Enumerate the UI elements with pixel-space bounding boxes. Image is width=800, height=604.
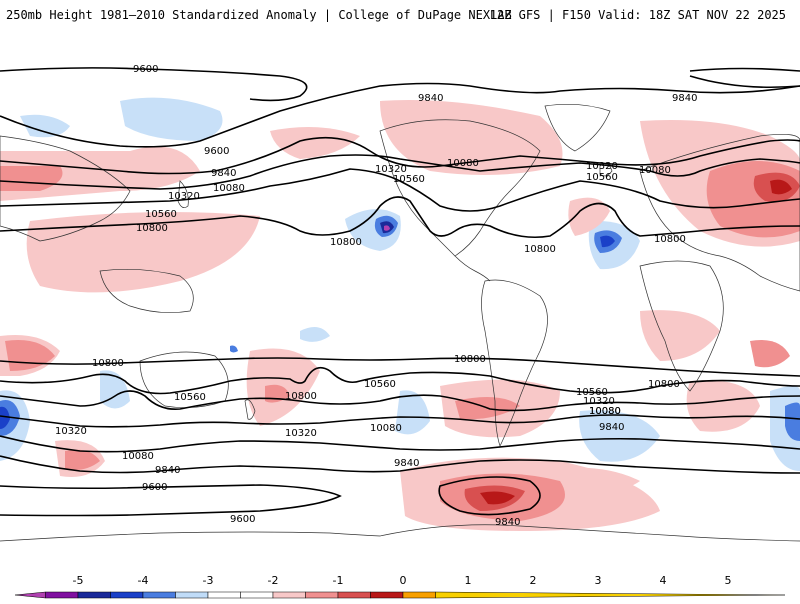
colorbar-bin — [77, 591, 111, 599]
contour-label: 10080 — [447, 158, 479, 169]
colorbar-tick-label: 2 — [530, 574, 537, 587]
contour-label: 9840 — [394, 458, 419, 469]
colorbar-tick-label: 5 — [725, 574, 732, 587]
contour-label: 9840 — [495, 517, 520, 528]
contour-label: 9840 — [672, 93, 697, 104]
colorbar-tick-label: 3 — [595, 574, 602, 587]
contour-label: 10560 — [586, 172, 618, 183]
contour-label: 10560 — [145, 209, 177, 220]
colorbar-bin — [142, 591, 176, 599]
colorbar-bin — [175, 591, 209, 599]
contour-label: 9840 — [211, 168, 236, 179]
contour-label: 10080 — [589, 406, 621, 417]
contour-label: 10800 — [648, 379, 680, 390]
contour-label: 10080 — [639, 165, 671, 176]
colorbar-arrow-left — [14, 591, 46, 599]
colorbar-bin — [110, 591, 144, 599]
contour-label: 10080 — [122, 451, 154, 462]
contour-label: 10560 — [364, 379, 396, 390]
contour-label: 10560 — [174, 392, 206, 403]
contour-label: 10320 — [285, 428, 317, 439]
colorbar-bin — [305, 591, 339, 599]
colorbar-arrow-right — [435, 591, 786, 599]
contour-label: 10320 — [583, 396, 615, 407]
contour-label: 10800 — [92, 358, 124, 369]
colorbar-tick-label: 4 — [660, 574, 667, 587]
colorbar-bin — [370, 591, 404, 599]
colorbar-bin — [337, 591, 371, 599]
contour-label: 10080 — [589, 406, 621, 417]
colorbar-tick-label: 0 — [400, 574, 407, 587]
contour-label: 10800 — [330, 237, 362, 248]
colorbar-tick-label: -2 — [268, 574, 279, 587]
valid-time: 12Z GFS | F150 Valid: 18Z SAT NOV 22 202… — [489, 8, 786, 22]
colorbar-tick-label: -4 — [138, 574, 149, 587]
height-contours — [0, 67, 800, 517]
contour-label: 10320 — [375, 164, 407, 175]
colorbar-bin — [272, 591, 306, 599]
contour-label: 10800 — [454, 354, 486, 365]
colorbar-bin — [402, 591, 436, 599]
colorbar-tick-label: 1 — [465, 574, 472, 587]
contour-label: 10320 — [168, 191, 200, 202]
colorbar-tick-label: -5 — [73, 574, 84, 587]
contour-label: 10080 — [213, 183, 245, 194]
contour-label: 10800 — [136, 223, 168, 234]
anomaly-map: 9600 9840 9840 9600 9840 10080 10320 105… — [0, 41, 800, 553]
contour-label: 10560 — [576, 387, 608, 398]
contour-label: 10800 — [285, 391, 317, 402]
colorbar-bin — [45, 591, 79, 599]
contour-label: 10800 — [524, 244, 556, 255]
contour-labels: 9600 9840 9840 9600 9840 10080 10320 105… — [55, 64, 697, 528]
anomaly-colorbar: -5 -4 -3 -2 -1 0 1 2 3 4 5 — [0, 565, 800, 600]
contour-label: 9600 — [230, 514, 255, 525]
contour-label: 9600 — [133, 64, 158, 75]
contour-label: 9840 — [155, 465, 180, 476]
colorbar-bin — [240, 591, 274, 599]
contour-label: 10800 — [654, 234, 686, 245]
contour-label: 10320 — [586, 161, 618, 172]
colorbar-bin — [207, 591, 241, 599]
contour-label: 10080 — [370, 423, 402, 434]
colorbar-tick-label: -3 — [203, 574, 214, 587]
contour-label: 9600 — [204, 146, 229, 157]
contour-label: 9840 — [599, 422, 624, 433]
contour-label: 9600 — [142, 482, 167, 493]
header: 250mb Height 1981–2010 Standardized Anom… — [0, 0, 800, 30]
map-title: 250mb Height 1981–2010 Standardized Anom… — [6, 8, 512, 22]
contour-label: 10560 — [393, 174, 425, 185]
contour-label: 9840 — [418, 93, 443, 104]
contour-label: 10320 — [55, 426, 87, 437]
colorbar-tick-label: -1 — [333, 574, 344, 587]
